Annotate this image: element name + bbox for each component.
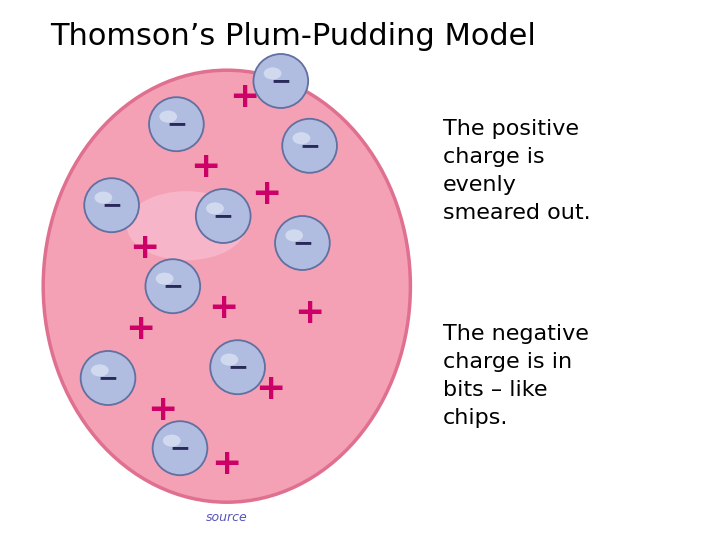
Ellipse shape [43,70,410,502]
Text: +: + [230,80,260,114]
Ellipse shape [285,230,303,241]
Text: −: − [212,204,234,228]
Ellipse shape [145,259,200,313]
Ellipse shape [163,435,181,447]
Text: −: − [169,436,191,460]
Ellipse shape [264,68,282,79]
Ellipse shape [91,364,109,376]
Ellipse shape [220,354,238,366]
Text: +: + [190,151,220,184]
Text: +: + [208,291,238,325]
Ellipse shape [84,178,139,232]
Text: −: − [101,193,122,217]
Text: −: − [162,274,184,298]
Text: +: + [251,178,282,211]
Ellipse shape [292,132,310,144]
Ellipse shape [206,202,224,214]
Ellipse shape [275,216,330,270]
Text: −: − [292,231,313,255]
Text: +: + [294,296,325,330]
Ellipse shape [159,111,177,123]
Text: The positive
charge is
evenly
smeared out.: The positive charge is evenly smeared ou… [443,119,590,223]
Text: −: − [227,355,248,379]
Text: −: − [299,134,320,158]
Ellipse shape [210,340,265,394]
Ellipse shape [149,97,204,151]
Text: −: − [270,69,292,93]
Ellipse shape [253,54,308,108]
Text: −: − [166,112,187,136]
Text: +: + [147,394,177,427]
Ellipse shape [153,421,207,475]
Ellipse shape [196,189,251,243]
Ellipse shape [81,351,135,405]
Text: +: + [125,313,156,346]
Ellipse shape [127,191,246,260]
Text: +: + [129,232,159,265]
Ellipse shape [94,192,112,204]
Text: source: source [206,511,248,524]
Text: +: + [255,372,285,406]
Text: +: + [212,448,242,481]
Text: Thomson’s Plum-Pudding Model: Thomson’s Plum-Pudding Model [50,22,536,51]
Ellipse shape [282,119,337,173]
Text: −: − [97,366,119,390]
Ellipse shape [156,273,174,285]
Text: The negative
charge is in
bits – like
chips.: The negative charge is in bits – like ch… [443,324,589,428]
